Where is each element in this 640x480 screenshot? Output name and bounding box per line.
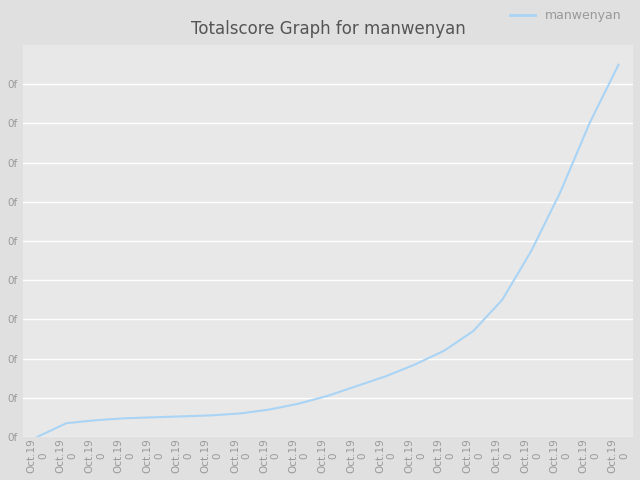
manwenyan	[150, 414, 157, 420]
manwenyan	[295, 401, 303, 407]
manwenyan	[33, 434, 41, 440]
manwenyan	[324, 393, 332, 399]
manwenyan	[179, 413, 186, 419]
manwenyan	[614, 62, 622, 68]
manwenyan	[92, 418, 99, 423]
manwenyan	[557, 189, 564, 195]
Line: manwenyan: manwenyan	[37, 65, 618, 437]
manwenyan	[208, 412, 216, 418]
manwenyan	[120, 415, 128, 421]
manwenyan	[382, 373, 390, 379]
manwenyan	[586, 120, 593, 126]
manwenyan	[499, 297, 506, 303]
Title: Totalscore Graph for manwenyan: Totalscore Graph for manwenyan	[191, 20, 465, 38]
manwenyan	[469, 328, 477, 334]
manwenyan	[440, 348, 448, 354]
manwenyan	[353, 383, 361, 389]
manwenyan	[527, 248, 535, 253]
manwenyan	[63, 420, 70, 426]
manwenyan	[412, 361, 419, 367]
manwenyan	[266, 407, 274, 412]
manwenyan	[237, 410, 244, 416]
Legend: manwenyan: manwenyan	[505, 4, 627, 27]
